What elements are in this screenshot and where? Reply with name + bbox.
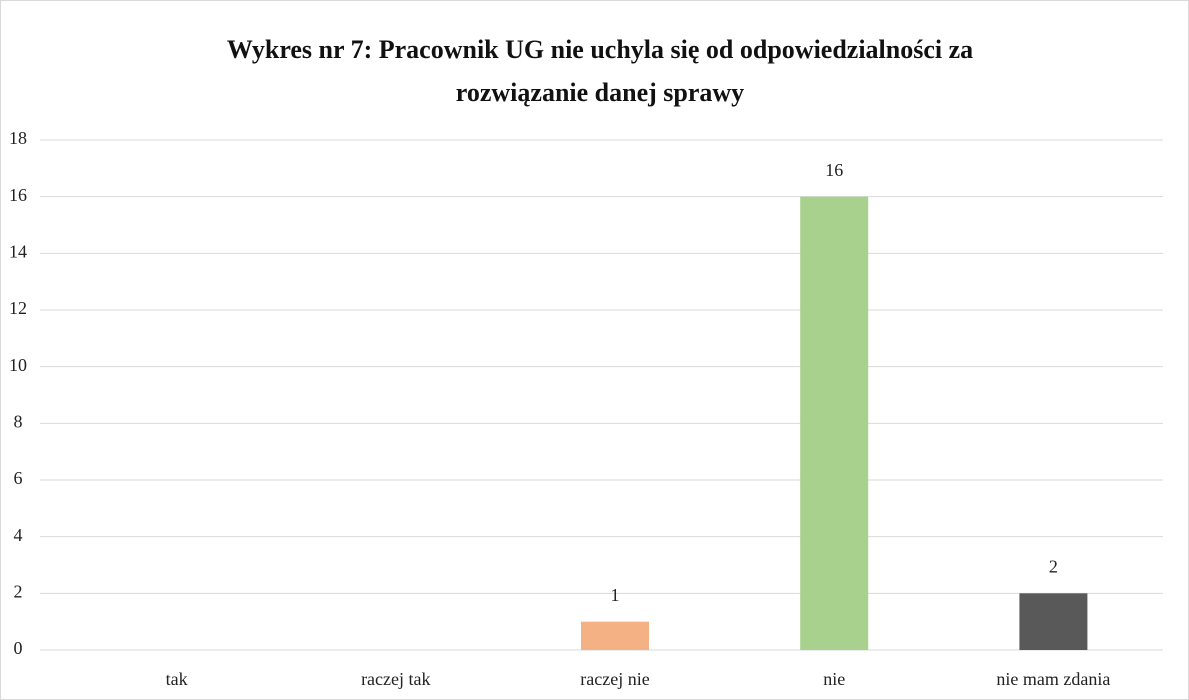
y-tick-label: 0: [14, 638, 23, 658]
y-tick-label: 10: [9, 355, 27, 375]
x-tick-label: tak: [166, 669, 188, 689]
bar: [800, 196, 869, 650]
x-tick-label: nie mam zdania: [996, 669, 1110, 689]
data-label: 16: [825, 160, 843, 180]
bar: [581, 621, 649, 650]
data-label: 2: [1049, 556, 1058, 576]
y-tick-label: 16: [9, 185, 27, 205]
data-label: 1: [611, 585, 620, 605]
y-tick-label: 6: [14, 468, 23, 488]
chart-title: rozwiązanie danej sprawy: [456, 78, 744, 107]
y-tick-label: 18: [9, 128, 27, 148]
y-tick-label: 8: [14, 411, 23, 431]
x-tick-label: raczej tak: [361, 669, 430, 689]
chart-title: Wykres nr 7: Pracownik UG nie uchyla się…: [227, 35, 973, 64]
x-tick-label: raczej nie: [580, 669, 649, 689]
y-tick-label: 4: [14, 525, 23, 545]
y-tick-label: 12: [9, 298, 27, 318]
y-tick-label: 14: [9, 241, 27, 261]
y-tick-label: 2: [14, 581, 23, 601]
x-tick-label: nie: [823, 669, 845, 689]
bar: [1019, 593, 1088, 650]
